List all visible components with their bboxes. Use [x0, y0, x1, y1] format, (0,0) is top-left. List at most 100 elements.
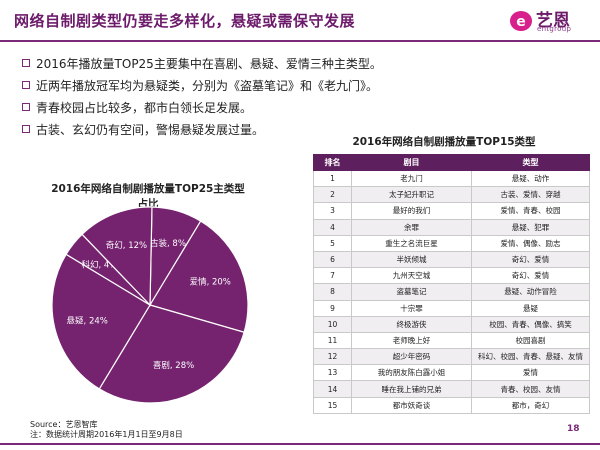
- rank-cell: 9: [313, 299, 352, 317]
- title-cell: 老师晚上好: [351, 331, 472, 350]
- table-row: 10 终极游侠 校园、青春、偶像、搞笑: [313, 315, 590, 333]
- table-row: 1 老九门 悬疑、动作: [313, 169, 590, 188]
- table-row: 4 余罪 悬疑、犯罪: [313, 218, 590, 236]
- square-bullet-icon: [22, 103, 30, 111]
- genre-cell: 校园喜剧: [471, 331, 590, 350]
- ranking-table: 排名 剧目 类型 1 老九门 悬疑、动作 2 太子妃升职记 古装、爱情、穿越 3 最好的我们爱…: [313, 154, 590, 414]
- table-row: 5 重生之名流巨星 爱情、偶像、励志: [313, 234, 590, 252]
- logo-name: 艺恩: [536, 11, 570, 31]
- period-note: 注：数据统计周期2016年1月1日至9月8日: [30, 430, 183, 439]
- genre-cell: 爱情、偶像、励志: [471, 234, 590, 252]
- genre-cell: 古装、爱情、穿越: [471, 186, 590, 204]
- rank-cell: 3: [313, 202, 352, 220]
- genre-cell: 奇幻、爱情: [471, 250, 590, 269]
- genre-cell: 爱情、青春、校园: [471, 202, 590, 220]
- pie-label-古装: 古装, 8%: [150, 238, 186, 249]
- title-cell: 超少年密码: [351, 348, 472, 366]
- column-header-title: 剧目: [351, 154, 472, 171]
- pie-label-悬疑: 悬疑, 24%: [67, 315, 108, 326]
- rank-cell: 14: [313, 380, 352, 398]
- title-cell: 九州天空城: [351, 267, 472, 285]
- genre-cell: 奇幻、爱情: [471, 267, 590, 285]
- table-row: 13 我的朋友陈白露小姐 爱情: [313, 364, 590, 382]
- table-row: 3 最好的我们 爱情、青春、校园: [313, 202, 590, 220]
- table-row: 12 超少年密码 科幻、校园、青春、悬疑、友情: [313, 348, 590, 366]
- genre-cell: 悬疑: [471, 299, 590, 317]
- table-title: 2016年网络自制剧播放量TOP15类型: [352, 136, 536, 148]
- rank-cell: 13: [313, 364, 352, 382]
- genre-cell: 都市，奇幻: [471, 396, 590, 414]
- table-row: 9 十宗罪 悬疑: [313, 299, 590, 317]
- genre-cell: 爱情: [471, 364, 590, 382]
- bullet-text: 近两年播放冠军均为悬疑类，分别为《盗墓笔记》和《老九门》。: [36, 78, 379, 93]
- pie-label-奇幻: 奇幻, 12%: [106, 240, 147, 251]
- footer-divider: [0, 443, 600, 445]
- genre-cell: 科幻、校园、青春、悬疑、友情: [471, 348, 590, 366]
- title-cell: 睡在我上铺的兄弟: [351, 380, 472, 398]
- rank-cell: 4: [313, 218, 352, 236]
- rank-cell: 6: [313, 250, 352, 269]
- rank-cell: 12: [313, 348, 352, 366]
- pie-label-爱情: 爱情, 20%: [190, 276, 231, 287]
- source-note: Source：艺恩智库 注：数据统计周期2016年1月1日至9月8日: [30, 420, 183, 440]
- genre-cell: 悬疑、动作: [471, 169, 590, 188]
- table-row: 7 九州天空城 奇幻、爱情: [313, 267, 590, 285]
- rank-cell: 10: [313, 315, 352, 333]
- column-header-genre: 类型: [471, 154, 590, 171]
- square-bullet-icon: [22, 59, 30, 67]
- rank-cell: 8: [313, 283, 352, 301]
- title-cell: 终极游侠: [351, 315, 472, 333]
- title-cell: 太子妃升职记: [351, 186, 472, 204]
- title-cell: 最好的我们: [351, 202, 472, 220]
- bullet-item: 古装、玄幻仍有空间，警惕悬疑发展过量。: [22, 118, 382, 140]
- table-row: 2 太子妃升职记 古装、爱情、穿越: [313, 186, 590, 204]
- rank-cell: 15: [313, 396, 352, 414]
- summary-bullets: 2016年播放量TOP25主要集中在喜剧、悬疑、爱情三种主类型。 近两年播放冠军…: [22, 52, 382, 140]
- pie-slice-爱情: [149, 220, 249, 333]
- square-bullet-icon: [22, 125, 30, 133]
- table-row: 15 都市妖奇谈 都市，奇幻: [313, 396, 590, 414]
- logo-subtitle: entgroup: [537, 25, 572, 33]
- bullet-text: 2016年播放量TOP25主要集中在喜剧、悬疑、爱情三种主类型。: [36, 56, 382, 71]
- pie-label-喜剧: 喜剧, 28%: [153, 360, 194, 371]
- entgroup-logo: e: [510, 11, 532, 31]
- rank-cell: 7: [313, 267, 352, 285]
- table-row: 14 睡在我上铺的兄弟 青春、校园、友情: [313, 380, 590, 398]
- title-cell: 盗墓笔记: [351, 283, 472, 301]
- pie-slice-悬疑: [51, 253, 151, 390]
- title-cell: 余罪: [351, 218, 472, 236]
- bullet-item: 青春校园占比较多，都市白领长足发展。: [22, 96, 382, 118]
- genre-cell: 青春、校园、友情: [471, 380, 590, 398]
- genre-cell: 悬疑、动作冒险: [471, 283, 590, 301]
- title-cell: 半妖倾城: [351, 250, 472, 269]
- bullet-text: 青春校园占比较多，都市白领长足发展。: [36, 100, 253, 115]
- bullet-text: 古装、玄幻仍有空间，警惕悬疑发展过量。: [36, 122, 265, 137]
- title-cell: 重生之名流巨星: [351, 234, 472, 252]
- square-bullet-icon: [22, 81, 30, 89]
- rank-cell: 2: [313, 186, 352, 204]
- table-header-row: 排名 剧目 类型: [313, 154, 590, 171]
- table-row: 6 半妖倾城 奇幻、爱情: [313, 250, 590, 269]
- rank-cell: 1: [313, 169, 352, 188]
- title-cell: 我的朋友陈白露小姐: [351, 364, 472, 382]
- bullet-item: 近两年播放冠军均为悬疑类，分别为《盗墓笔记》和《老九门》。: [22, 74, 382, 96]
- title-divider: [0, 40, 600, 42]
- table-row: 11 老师晚上好 校园喜剧: [313, 331, 590, 350]
- page-title: 网络自制剧类型仍要走多样化，悬疑或需保守发展: [14, 12, 356, 30]
- pie-slice-奇幻: [81, 206, 153, 307]
- title-cell: 老九门: [351, 169, 472, 188]
- pie-label-科幻: 科幻, 4%: [82, 260, 118, 271]
- column-header-rank: 排名: [313, 154, 352, 171]
- svg-text:e: e: [516, 14, 526, 30]
- genre-cell: 校园、青春、偶像、搞笑: [471, 315, 590, 333]
- genre-cell: 悬疑、犯罪: [471, 218, 590, 236]
- title-cell: 都市妖奇谈: [351, 396, 472, 414]
- source-text: Source：艺恩智库: [30, 420, 98, 429]
- rank-cell: 5: [313, 234, 352, 252]
- table-row: 8 盗墓笔记 悬疑、动作冒险: [313, 283, 590, 301]
- title-cell: 十宗罪: [351, 299, 472, 317]
- bullet-item: 2016年播放量TOP25主要集中在喜剧、悬疑、爱情三种主类型。: [22, 52, 382, 74]
- rank-cell: 11: [313, 331, 352, 350]
- page-number: 18: [567, 424, 580, 434]
